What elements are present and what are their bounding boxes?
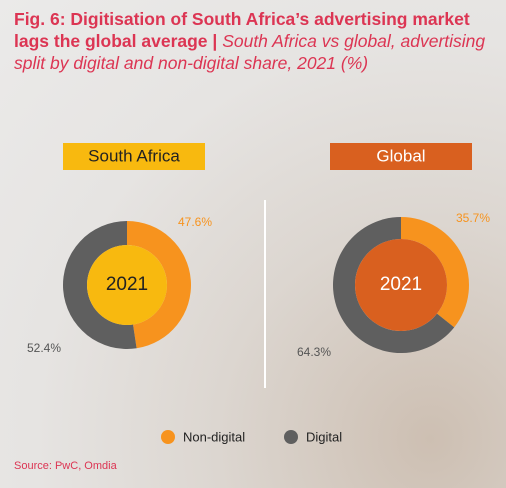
legend-swatch [284, 430, 298, 444]
donut-center [87, 245, 167, 325]
donut-slice [62, 221, 137, 349]
source: Source: PwC, Omdia [14, 460, 118, 472]
center-label: 2021 [380, 274, 422, 295]
value-label: 64.3% [297, 345, 331, 359]
center-label: 2021 [106, 274, 148, 295]
panel-title-box [330, 143, 472, 170]
legend-label: Digital [306, 429, 342, 444]
panel-title: South Africa [88, 146, 180, 165]
value-label: 47.6% [178, 215, 212, 229]
chart-title: Fig. 6: Digitisation of South Africa’s a… [14, 9, 470, 51]
legend-swatch [161, 430, 175, 444]
value-label: 35.7% [456, 211, 490, 225]
panel-title-box [63, 143, 205, 170]
chart-subtitle: South Africa vs global, advertising spli… [14, 31, 486, 73]
value-label: 52.4% [27, 341, 61, 355]
panel-title: Global [376, 146, 425, 165]
donut-center [355, 239, 447, 331]
donut-slice [401, 217, 470, 328]
legend-label: Non-digital [183, 429, 245, 444]
donut-slice [127, 221, 191, 349]
donut-slice [332, 216, 455, 353]
header: Fig. 6: Digitisation of South Africa’s a… [14, 8, 494, 74]
